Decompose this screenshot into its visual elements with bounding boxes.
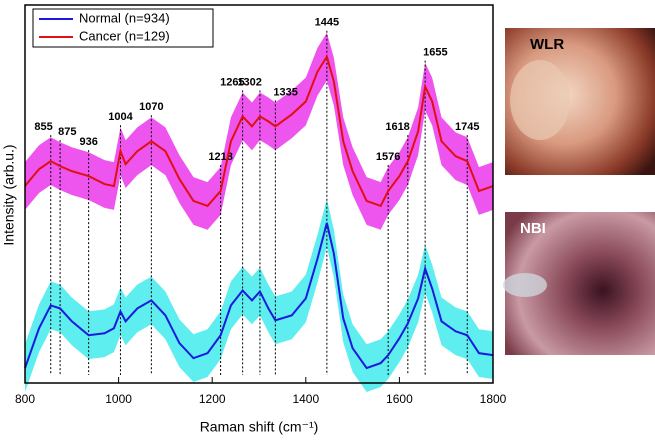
y-axis-label: Intensity (arb.u.): [1, 144, 17, 245]
x-tick-label: 800: [15, 392, 35, 406]
peak-label: 1618: [385, 121, 409, 133]
peak-label: 855: [34, 121, 52, 133]
series-line: [24, 222, 494, 370]
plot-frame: [24, 4, 494, 384]
legend-box: [32, 8, 214, 48]
x-axis-label: Raman shift (cm⁻¹): [200, 419, 319, 435]
peak-label: 1655: [423, 46, 447, 58]
peak-label: 875: [58, 126, 76, 138]
legend-label: Normal (n=934): [79, 10, 170, 25]
peak-label: 1265: [220, 76, 244, 88]
peak-label: 1576: [376, 151, 400, 163]
x-tick-label: 1600: [386, 392, 413, 406]
peak-label: 1745: [455, 121, 479, 133]
legend: Normal (n=934) Cancer (n=129): [32, 8, 214, 48]
x-tick-label: 1000: [105, 392, 132, 406]
band: [25, 198, 493, 392]
peak-label: 1070: [139, 101, 163, 113]
band: [25, 32, 493, 230]
x-tick-label: 1400: [292, 392, 319, 406]
legend-label: Cancer (n=129): [79, 28, 170, 43]
peak-label: 1302: [237, 76, 261, 88]
photo-detail: [503, 273, 547, 297]
photo-label: NBI: [520, 220, 546, 237]
peak-label: 1445: [315, 17, 339, 29]
x-tick-label: 1800: [480, 392, 507, 406]
series-line: [24, 54, 494, 208]
photo-detail: [510, 60, 570, 140]
peak-label: 1335: [273, 86, 297, 98]
x-tick-label: 1200: [199, 392, 226, 406]
peak-label: 1004: [108, 111, 133, 123]
photo-label: WLR: [530, 36, 564, 53]
peak-label: 936: [79, 136, 97, 148]
